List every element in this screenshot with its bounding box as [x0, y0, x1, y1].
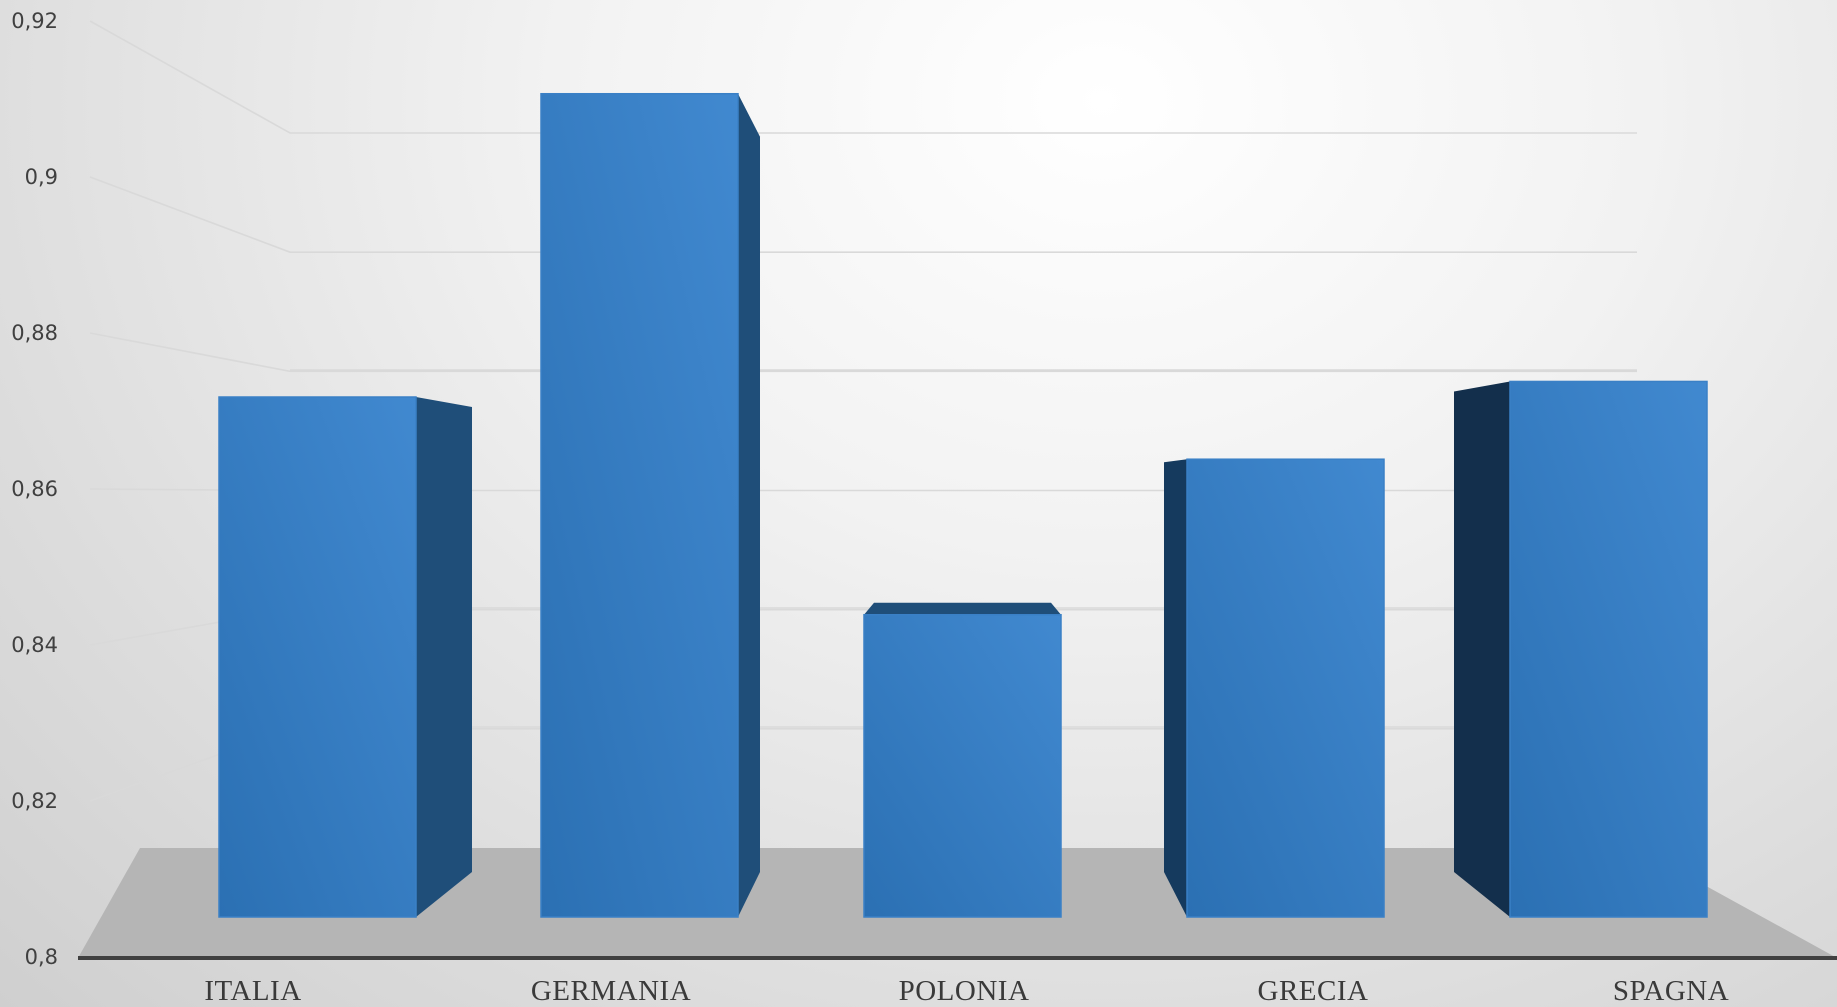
bar-spagna: [1454, 380, 1708, 918]
bar-side: [738, 93, 760, 918]
x-tick-label: ITALIA: [204, 975, 301, 1007]
y-tick-label: 0,84: [11, 633, 58, 657]
x-tick-label: POLONIA: [899, 975, 1030, 1007]
bars: [218, 92, 1708, 918]
y-tick-label: 0,82: [11, 789, 58, 813]
y-tick-label: 0,9: [25, 165, 58, 189]
gridline: [89, 20, 1637, 134]
y-tick-label: 0,8: [25, 945, 58, 969]
bar-grecia: [1164, 458, 1385, 918]
bar-front: [863, 613, 1062, 918]
bar-front: [1186, 458, 1385, 918]
bar-side: [1164, 459, 1187, 917]
y-axis: 0,92 0,9 0,88 0,86 0,84 0,82 0,8: [11, 9, 58, 969]
y-tick-label: 0,86: [11, 477, 58, 501]
bar-front: [1509, 380, 1708, 918]
bar-polonia: [863, 602, 1062, 918]
y-tick-label: 0,88: [11, 321, 58, 345]
bar-italia: [218, 396, 472, 918]
gridline: [89, 332, 1637, 373]
bar-front: [540, 92, 739, 918]
gridline: [89, 176, 1637, 253]
bar-top: [864, 602, 1061, 615]
bar-germania: [540, 92, 760, 918]
x-axis: ITALIA GERMANIA POLONIA GRECIA SPAGNA: [204, 975, 1729, 1007]
x-tick-label: GERMANIA: [531, 975, 691, 1007]
bar-side: [416, 397, 472, 917]
y-tick-label: 0,92: [11, 9, 58, 33]
x-tick-label: GRECIA: [1258, 975, 1369, 1007]
x-tick-label: SPAGNA: [1613, 975, 1729, 1007]
bar-front: [218, 396, 417, 918]
bar-side: [1454, 381, 1510, 917]
